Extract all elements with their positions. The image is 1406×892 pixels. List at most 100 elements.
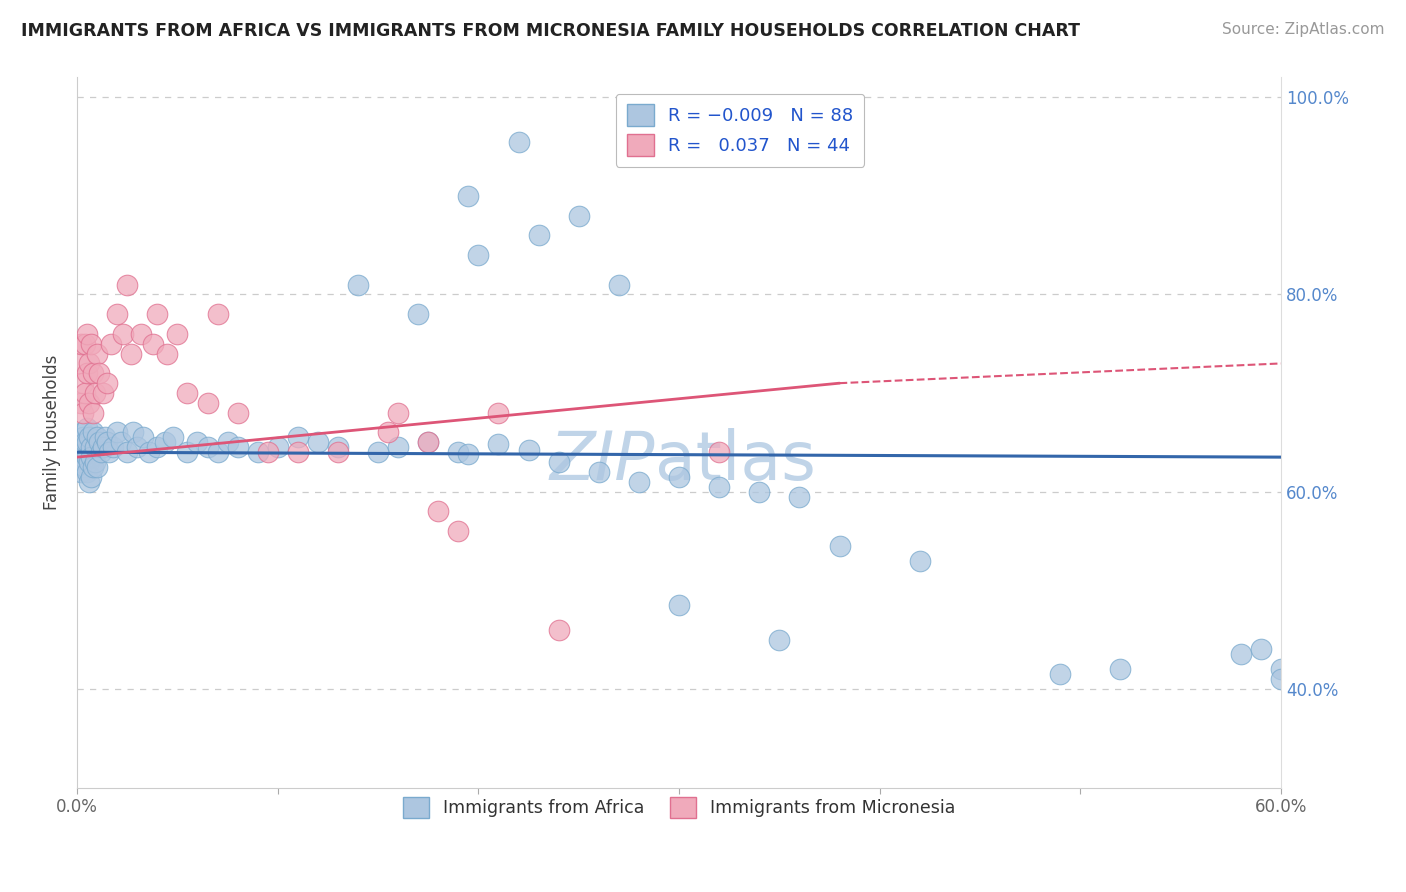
Point [84,455,107,469]
Point [207,445,229,459]
Point [908,554,931,568]
Point [77,396,100,410]
Point [568,209,591,223]
Point [76,420,98,434]
Point [326,440,349,454]
Point [607,277,630,292]
Point [207,307,229,321]
Y-axis label: Family Households: Family Households [44,355,60,510]
Point [267,440,290,454]
Point [517,443,540,458]
Point [1230,648,1253,662]
Point [418,435,440,450]
Text: ZIP: ZIP [550,428,655,494]
Point [82,460,104,475]
Point [176,445,198,459]
Point [72,430,94,444]
Point [447,524,470,538]
Point [1109,662,1132,676]
Point [122,425,145,440]
Point [76,367,98,381]
Point [418,435,440,450]
Point [94,430,117,444]
Point [77,475,100,489]
Point [156,346,179,360]
Point [82,406,104,420]
Point [67,356,90,370]
Point [76,450,98,464]
Point [103,440,125,454]
Point [75,460,97,475]
Point [467,248,489,262]
Point [527,228,550,243]
Point [307,435,329,450]
Point [226,440,249,454]
Point [186,435,208,450]
Point [547,455,569,469]
Point [127,440,149,454]
Point [367,445,389,459]
Point [80,336,103,351]
Point [457,447,479,461]
Point [82,425,104,440]
Point [142,336,165,351]
Point [1049,667,1071,681]
Point [508,135,530,149]
Point [75,386,97,401]
Text: Source: ZipAtlas.com: Source: ZipAtlas.com [1222,22,1385,37]
Point [406,307,429,321]
Point [84,386,107,401]
Point [80,450,103,464]
Point [117,277,139,292]
Point [155,435,177,450]
Point [91,440,114,454]
Point [707,480,730,494]
Point [457,188,479,202]
Point [1270,662,1292,676]
Point [828,539,851,553]
Point [287,430,309,444]
Point [132,430,155,444]
Point [197,440,219,454]
Point [70,465,93,479]
Point [77,455,100,469]
Point [77,430,100,444]
Point [70,336,93,351]
Point [67,445,90,459]
Point [72,376,94,391]
Point [447,445,470,459]
Point [117,445,139,459]
Point [70,396,93,410]
Point [76,326,98,341]
Point [77,356,100,370]
Point [627,475,650,489]
Point [98,445,121,459]
Point [70,450,93,464]
Point [120,346,142,360]
Point [588,465,610,479]
Legend: Immigrants from Africa, Immigrants from Micronesia: Immigrants from Africa, Immigrants from … [395,790,962,825]
Point [89,367,111,381]
Point [256,445,278,459]
Point [80,470,103,484]
Point [162,430,184,444]
Text: IMMIGRANTS FROM AFRICA VS IMMIGRANTS FROM MICRONESIA FAMILY HOUSEHOLDS CORRELATI: IMMIGRANTS FROM AFRICA VS IMMIGRANTS FRO… [21,22,1080,40]
Point [105,307,128,321]
Point [326,445,349,459]
Point [427,504,450,518]
Point [112,326,135,341]
Point [176,386,198,401]
Point [86,430,108,444]
Point [67,455,90,469]
Point [789,490,811,504]
Point [75,445,97,459]
Point [1270,672,1292,686]
Point [377,425,399,440]
Point [287,445,309,459]
Point [347,277,370,292]
Point [146,307,169,321]
Text: atlas: atlas [655,428,815,494]
Point [748,484,770,499]
Point [100,336,122,351]
Point [96,376,118,391]
